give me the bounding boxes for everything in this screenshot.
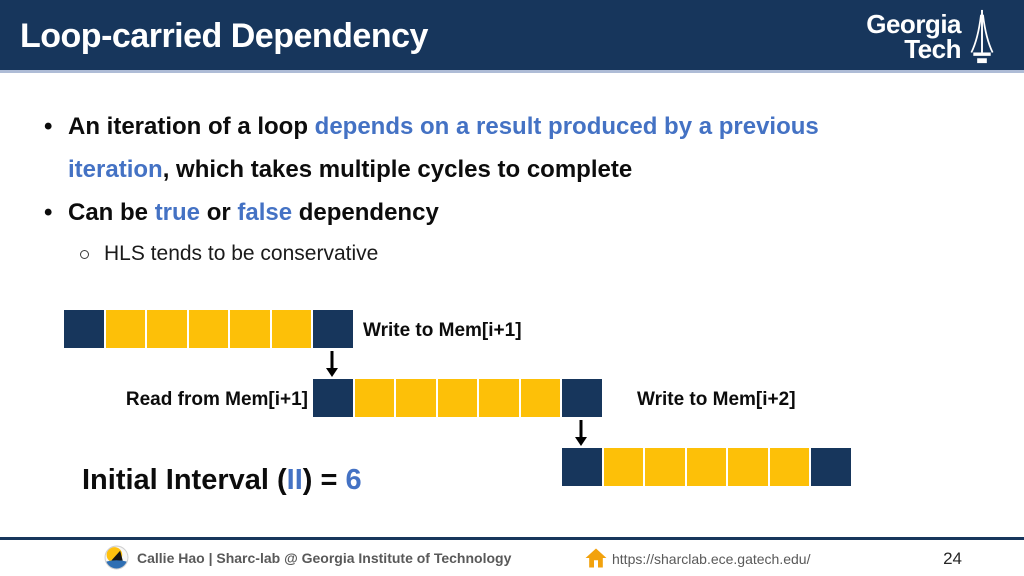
bullet2-true: true xyxy=(154,199,201,226)
pipeline-cell-gold xyxy=(188,310,229,348)
pipeline-cell-gold xyxy=(105,310,146,348)
arrow-head xyxy=(575,437,587,446)
pipeline-cell-navy xyxy=(562,448,602,486)
ii-value-6: 6 xyxy=(345,464,362,496)
bullet2-p3: or xyxy=(200,199,238,226)
ii-p3: ) = xyxy=(302,464,346,496)
pipeline-cell-gold xyxy=(769,448,810,486)
pipeline-cell-navy xyxy=(313,379,353,417)
bullet-marker: • xyxy=(44,199,53,226)
pipeline-cell-gold xyxy=(396,379,436,417)
home-icon xyxy=(585,548,607,568)
write-mem-i1-label: Write to Mem[i+1] xyxy=(363,320,522,341)
pipeline-cell-gold xyxy=(728,448,768,486)
pipeline-cell-gold xyxy=(603,448,644,486)
bullet2-p5: dependency xyxy=(292,199,439,226)
sharc-lab-logo-icon xyxy=(104,545,129,570)
iteration3-pipeline-bar xyxy=(562,448,852,486)
pipeline-cell-navy xyxy=(64,310,104,348)
footer-author-text: Callie Hao | Sharc-lab @ Georgia Institu… xyxy=(137,550,512,566)
pipeline-cell-gold xyxy=(271,310,312,348)
bullet1-line1-black: An iteration of a loop xyxy=(68,113,315,140)
bullet1-line1-blue: depends on a result produced by a previo… xyxy=(314,113,819,140)
initial-interval-text: Initial Interval (II) = 6 xyxy=(82,464,362,497)
pipeline-cell-gold xyxy=(479,379,519,417)
pipeline-cell-navy xyxy=(562,379,603,417)
tech-tower-icon xyxy=(970,9,994,64)
sub-bullet-text: HLS tends to be conservative xyxy=(104,242,379,265)
footer-url-text: https://sharclab.ece.gatech.edu/ xyxy=(612,551,811,567)
pipeline-cell-navy xyxy=(811,448,852,486)
bullet1-line2: iteration, which takes multiple cycles t… xyxy=(68,156,632,184)
page-number: 24 xyxy=(943,549,962,568)
pipeline-cell-gold xyxy=(230,310,270,348)
bullet1-line2-blue: iteration xyxy=(68,156,163,183)
arrow-head xyxy=(326,368,338,377)
pipeline-cell-navy xyxy=(313,310,354,348)
page-title: Loop-carried Dependency xyxy=(20,17,428,55)
iteration2-pipeline-bar xyxy=(313,379,603,417)
bullet2-false: false xyxy=(237,199,293,226)
write-mem-i2-label: Write to Mem[i+2] xyxy=(637,389,796,410)
pipeline-cell-gold xyxy=(645,448,685,486)
arrow-shaft xyxy=(330,351,334,368)
read-mem-i1-label: Read from Mem[i+1] xyxy=(125,389,308,410)
bullet2-p1: Can be xyxy=(68,199,155,226)
pipeline-cell-gold xyxy=(354,379,395,417)
logo-word-tech: Tech xyxy=(904,34,961,64)
arrow-shaft xyxy=(579,420,583,437)
georgia-tech-wordmark: Georgia Tech xyxy=(866,9,961,64)
pipeline-cell-gold xyxy=(520,379,561,417)
circle-bullet-marker xyxy=(80,250,89,259)
header-band: Loop-carried Dependency Georgia Tech xyxy=(0,0,1024,73)
ii-p1: Initial Interval ( xyxy=(82,464,287,496)
pipeline-cell-gold xyxy=(147,310,187,348)
bullet1-line2-black: , which takes multiple cycles to complet… xyxy=(162,156,633,183)
bullet2-line: Can be true or false dependency xyxy=(68,199,439,227)
logo-word-georgia: Georgia xyxy=(866,9,961,39)
bullet-marker: • xyxy=(44,113,53,140)
bullet1-line1: An iteration of a loop depends on a resu… xyxy=(68,113,819,141)
pipeline-cell-gold xyxy=(437,379,478,417)
footer-divider xyxy=(0,537,1024,540)
pipeline-cell-gold xyxy=(686,448,727,486)
iteration1-pipeline-bar xyxy=(64,310,354,348)
georgia-tech-logo: Georgia Tech xyxy=(866,8,998,66)
ii-value-ii: II xyxy=(286,464,303,496)
